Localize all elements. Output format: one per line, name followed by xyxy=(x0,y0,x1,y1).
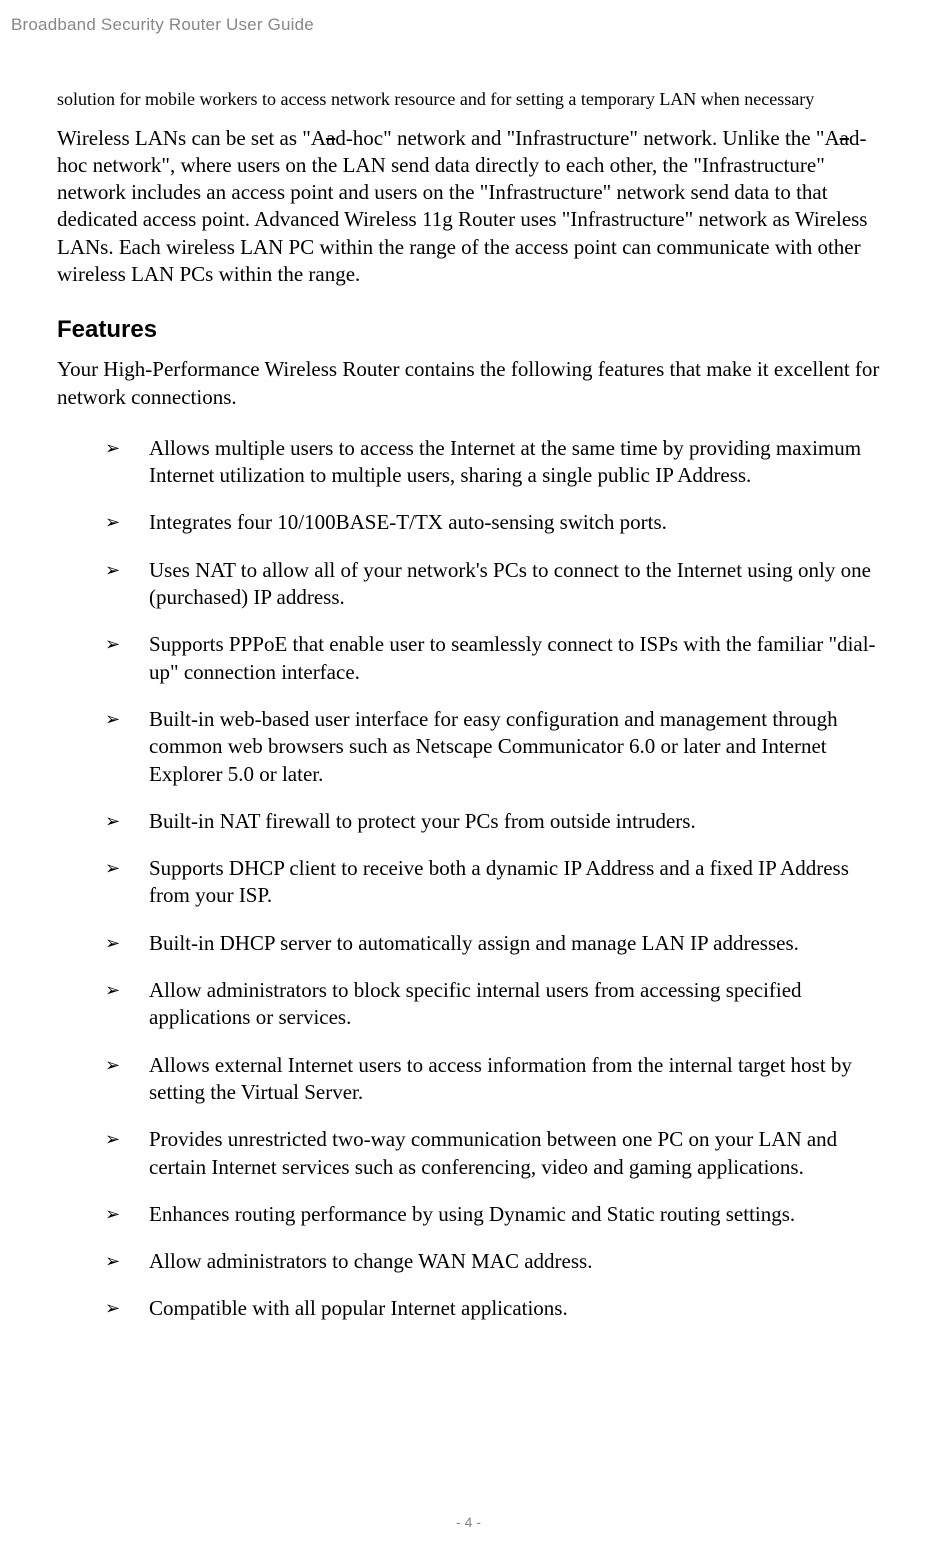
bullet-icon: ➢ xyxy=(105,857,120,880)
feature-text: Compatible with all popular Internet app… xyxy=(149,1296,568,1320)
intro-paragraph: solution for mobile workers to access ne… xyxy=(57,88,884,111)
feature-text: Allows external Internet users to access… xyxy=(149,1053,852,1104)
main-seg-1: Wireless LANs can be set as "A xyxy=(57,126,326,150)
feature-text: Built-in NAT firewall to protect your PC… xyxy=(149,809,696,833)
feature-item: ➢ Built-in NAT firewall to protect your … xyxy=(105,808,884,835)
main-strike-1: a xyxy=(326,126,335,150)
feature-item: ➢ Enhances routing performance by using … xyxy=(105,1201,884,1228)
feature-text: Enhances routing performance by using Dy… xyxy=(149,1202,795,1226)
feature-text: Allows multiple users to access the Inte… xyxy=(149,436,861,487)
document-content: solution for mobile workers to access ne… xyxy=(0,35,937,1323)
feature-text: Built-in web-based user interface for ea… xyxy=(149,707,838,786)
bullet-icon: ➢ xyxy=(105,511,120,534)
bullet-icon: ➢ xyxy=(105,437,120,460)
header-title: Broadband Security Router User Guide xyxy=(11,15,314,34)
feature-item: ➢ Allow administrators to change WAN MAC… xyxy=(105,1248,884,1275)
feature-item: ➢ Supports DHCP client to receive both a… xyxy=(105,855,884,910)
bullet-icon: ➢ xyxy=(105,1203,120,1226)
feature-item: ➢ Uses NAT to allow all of your network'… xyxy=(105,557,884,612)
bullet-icon: ➢ xyxy=(105,559,120,582)
feature-item: ➢ Compatible with all popular Internet a… xyxy=(105,1295,884,1322)
features-intro: Your High-Performance Wireless Router co… xyxy=(57,356,884,411)
feature-text: Allow administrators to change WAN MAC a… xyxy=(149,1249,592,1273)
feature-text: Uses NAT to allow all of your network's … xyxy=(149,558,871,609)
feature-text: Provides unrestricted two-way communicat… xyxy=(149,1127,837,1178)
feature-item: ➢ Allow administrators to block specific… xyxy=(105,977,884,1032)
bullet-icon: ➢ xyxy=(105,708,120,731)
feature-text: Supports PPPoE that enable user to seaml… xyxy=(149,632,876,683)
feature-item: ➢ Built-in DHCP server to automatically … xyxy=(105,930,884,957)
feature-text: Built-in DHCP server to automatically as… xyxy=(149,931,799,955)
feature-text: Allow administrators to block specific i… xyxy=(149,978,802,1029)
document-footer: - 4 - xyxy=(0,1514,937,1530)
feature-item: ➢ Allows external Internet users to acce… xyxy=(105,1052,884,1107)
bullet-icon: ➢ xyxy=(105,1054,120,1077)
feature-item: ➢ Built-in web-based user interface for … xyxy=(105,706,884,788)
bullet-icon: ➢ xyxy=(105,1250,120,1273)
bullet-icon: ➢ xyxy=(105,932,120,955)
main-paragraph: Wireless LANs can be set as "Aad-hoc" ne… xyxy=(57,125,884,289)
feature-text: Integrates four 10/100BASE-T/TX auto-sen… xyxy=(149,510,667,534)
bullet-icon: ➢ xyxy=(105,979,120,1002)
feature-list: ➢ Allows multiple users to access the In… xyxy=(57,435,884,1323)
feature-item: ➢ Integrates four 10/100BASE-T/TX auto-s… xyxy=(105,509,884,536)
bullet-icon: ➢ xyxy=(105,1297,120,1320)
feature-item: ➢ Allows multiple users to access the In… xyxy=(105,435,884,490)
feature-item: ➢ Supports PPPoE that enable user to sea… xyxy=(105,631,884,686)
main-seg-2: d-hoc" network and "Infrastructure" netw… xyxy=(335,126,839,150)
page-number: - 4 - xyxy=(456,1514,481,1530)
main-strike-2: a xyxy=(840,126,849,150)
feature-text: Supports DHCP client to receive both a d… xyxy=(149,856,849,907)
features-heading: Features xyxy=(57,316,884,344)
document-header: Broadband Security Router User Guide xyxy=(0,0,937,35)
feature-item: ➢ Provides unrestricted two-way communic… xyxy=(105,1126,884,1181)
bullet-icon: ➢ xyxy=(105,810,120,833)
bullet-icon: ➢ xyxy=(105,633,120,656)
bullet-icon: ➢ xyxy=(105,1128,120,1151)
